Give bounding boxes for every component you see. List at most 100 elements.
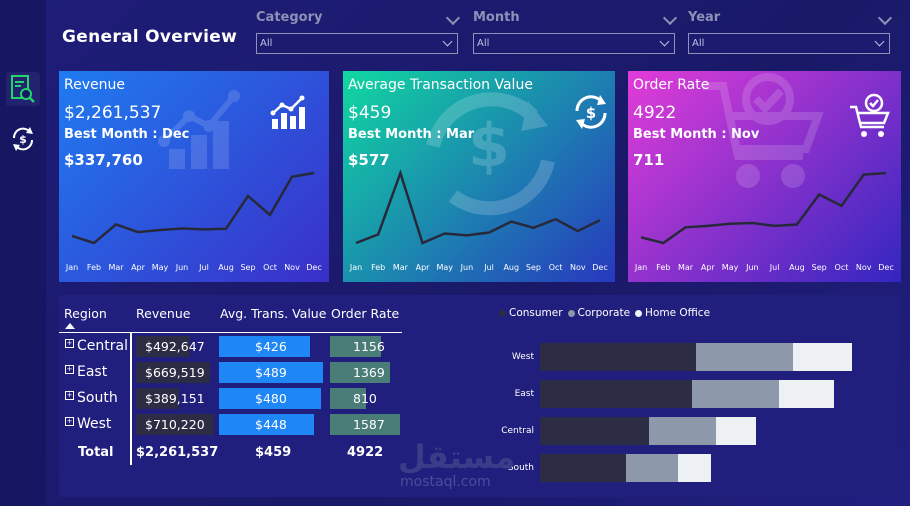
chevron-down-icon[interactable] — [442, 36, 453, 47]
order-rate-card: Order Rate 4922 Best Month : Nov 711 Jan… — [628, 71, 901, 282]
row-orders: 1587 — [353, 417, 385, 432]
month-tick-label: Apr — [700, 263, 715, 272]
card-best-value: 711 — [633, 151, 665, 169]
month-tick-label: Nov — [855, 263, 872, 272]
year-filter[interactable]: Year All — [688, 10, 893, 54]
report-search-icon[interactable] — [6, 72, 40, 106]
category-dropdown[interactable]: All — [256, 33, 458, 54]
row-orders: 810 — [353, 391, 377, 406]
expand-icon[interactable]: + — [65, 417, 74, 426]
month-tick-label: Jun — [746, 263, 759, 272]
month-axis: Jan Feb Mar Apr May Jun Jul Aug Sep Oct Nov Dec — [628, 263, 901, 273]
bar-segment-home-office[interactable] — [793, 343, 852, 371]
bar-segment-corporate[interactable] — [625, 454, 679, 482]
revenue-databar — [136, 362, 210, 383]
month-tick-label: May — [151, 263, 169, 272]
row-region: South — [77, 390, 118, 406]
month-tick-label: Aug — [218, 263, 234, 272]
month-tick-label: May — [436, 263, 453, 272]
month-tick-label: Jan — [349, 263, 363, 272]
bar-segment-consumer[interactable] — [540, 417, 649, 445]
month-tick-label: Dec — [592, 263, 608, 272]
bar-segment-consumer[interactable] — [540, 454, 626, 482]
currency-exchange-icon[interactable]: $ — [6, 122, 40, 156]
card-title: Order Rate — [633, 77, 710, 93]
month-tick-label: Mar — [108, 263, 124, 272]
month-tick-label: Aug — [503, 263, 520, 272]
orders-databar — [330, 362, 391, 383]
row-avg: $480 — [255, 391, 287, 406]
row-orders: 1369 — [353, 365, 385, 380]
column-header-revenue[interactable]: Revenue — [136, 306, 191, 321]
legend-dot-corporate — [567, 309, 575, 317]
card-best-value: $577 — [348, 151, 390, 169]
bar-chart-watermark-icon — [158, 90, 240, 169]
row-orders: 1156 — [353, 339, 385, 354]
month-tick-label: Dec — [306, 263, 322, 272]
month-tick-label: Oct — [263, 263, 277, 272]
month-axis: Jan Feb Mar Apr May Jun Jul Aug Sep Oct Nov Dec — [343, 263, 615, 273]
bar-category-label: East — [514, 389, 534, 399]
avg-transaction-card: $ $ Average Transaction Value $459 Best … — [343, 71, 615, 282]
chevron-down-icon[interactable] — [659, 36, 670, 47]
month-tick-label: Feb — [656, 263, 671, 272]
bar-segment-corporate[interactable] — [649, 417, 716, 445]
avg-databar — [219, 362, 323, 383]
month-tick-label: Nov — [284, 263, 300, 272]
month-tick-label: Sep — [240, 263, 256, 272]
svg-text:$: $ — [468, 111, 510, 181]
legend-home-office[interactable]: Home Office — [645, 307, 711, 319]
chevron-down-icon[interactable] — [874, 36, 885, 47]
month-dropdown[interactable]: All — [473, 33, 675, 54]
dollar-watermark-icon: $ — [426, 92, 555, 216]
legend-consumer[interactable]: Consumer — [509, 307, 563, 319]
bar-segment-home-office[interactable] — [715, 417, 757, 445]
category-filter[interactable]: Category All — [256, 10, 461, 54]
legend-corporate[interactable]: Corporate — [577, 307, 631, 319]
svg-text:$: $ — [19, 133, 27, 146]
row-header-divider — [130, 333, 132, 465]
dropdown-value: All — [692, 38, 705, 49]
orders-databar — [330, 414, 400, 435]
month-axis: Jan Feb Mar Apr May Jun Jul Aug Sep Oct Nov Dec — [59, 263, 329, 273]
row-avg: $426 — [255, 339, 287, 354]
dropdown-value: All — [477, 38, 490, 49]
expand-icon[interactable]: + — [65, 339, 74, 348]
month-tick-label: Oct — [548, 263, 563, 272]
bar-segment-corporate[interactable] — [695, 343, 794, 371]
row-avg: $448 — [255, 417, 287, 432]
month-tick-label: Jul — [199, 263, 209, 272]
sort-ascending-icon[interactable] — [65, 323, 75, 329]
month-tick-label: May — [721, 263, 739, 272]
month-filter[interactable]: Month All — [473, 10, 678, 54]
month-tick-label: Jul — [484, 263, 494, 272]
bar-segment-consumer[interactable] — [540, 380, 692, 408]
column-header-order-rate[interactable]: Order Rate — [331, 306, 400, 321]
order-rate-sparkline — [640, 171, 887, 245]
bar-segment-corporate[interactable] — [692, 380, 779, 408]
expand-icon[interactable]: + — [65, 365, 74, 374]
cart-watermark-icon — [703, 73, 824, 188]
column-header-region[interactable]: Region — [64, 306, 107, 321]
card-value: $459 — [348, 103, 392, 123]
month-tick-label: Mar — [392, 263, 408, 272]
row-region: Central — [77, 338, 128, 354]
month-tick-label: Nov — [570, 263, 586, 272]
bar-segment-consumer[interactable] — [540, 343, 696, 371]
card-value: 4922 — [633, 103, 677, 123]
month-tick-label: Jun — [460, 263, 474, 272]
card-best-month: Best Month : Nov — [633, 127, 760, 142]
month-tick-label: Jan — [65, 263, 79, 272]
year-dropdown[interactable]: All — [688, 33, 890, 54]
filter-label: Year — [688, 10, 721, 25]
region-panel: Region Revenue Avg. Trans. Value Order R… — [59, 295, 901, 497]
row-revenue: $492,647 — [145, 339, 205, 354]
expand-icon[interactable]: + — [65, 391, 74, 400]
month-tick-label: Mar — [677, 263, 694, 272]
bar-segment-home-office[interactable] — [678, 454, 711, 482]
column-header-avg-trans[interactable]: Avg. Trans. Value — [220, 306, 327, 321]
sidebar: $ — [0, 0, 46, 506]
avg-databar — [219, 336, 310, 357]
header-divider — [59, 332, 402, 333]
bar-segment-home-office[interactable] — [779, 380, 835, 408]
